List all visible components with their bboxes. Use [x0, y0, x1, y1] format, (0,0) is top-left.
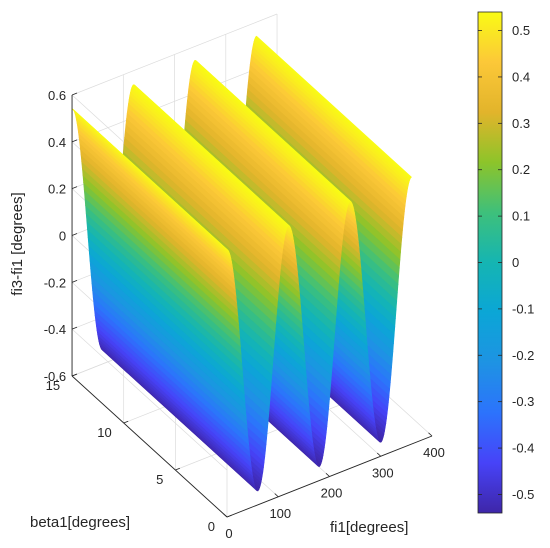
z-tick-label: 0 [59, 229, 66, 244]
z-tick-label: -0.2 [44, 275, 66, 290]
y-axis-tick [226, 514, 232, 518]
x-tick-label: 300 [372, 465, 394, 480]
back-wall-grid-line [71, 13, 278, 96]
x-axis-tick [376, 452, 382, 457]
z-axis-tick [71, 186, 78, 190]
z-axis-tick [71, 373, 78, 377]
colorbar: -0.5 -0.4 -0.3 -0.2 -0.1 0 0.1 0.2 0.3 0.4 0.5 [477, 11, 534, 514]
colorbar-tick-label: -0.3 [512, 394, 534, 409]
colorbar-tick-label: -0.1 [512, 301, 534, 316]
colorbar-tick-label: -0.4 [512, 441, 534, 456]
surface-plot [71, 35, 412, 492]
colorbar-tick-label: 0.5 [512, 23, 530, 38]
y-tick-label: 0 [208, 519, 215, 534]
colorbar-tick-label: 0 [512, 255, 519, 270]
z-tick-label: 0.6 [48, 88, 66, 103]
colorbar-tick-label: 0.2 [512, 162, 530, 177]
surface-patch [71, 108, 229, 251]
y-axis-label: beta1[degrees] [30, 514, 130, 531]
z-axis-label: fi3-fi1 [degrees] [9, 192, 26, 295]
colorbar-tick-label: 0.3 [512, 116, 530, 131]
z-axis-tick [71, 326, 78, 330]
x-tick-label: 0 [225, 526, 232, 541]
y-tick-label: 15 [46, 378, 60, 393]
z-tick-label: 0.4 [48, 135, 66, 150]
colorbar-tick-label: -0.5 [512, 487, 534, 502]
x-axis-tick [325, 473, 330, 477]
back-wall-grid-line [71, 60, 278, 143]
z-tick-label: -0.6 [44, 369, 66, 384]
left-wall-grid-line [71, 328, 228, 471]
y-axis-line [71, 375, 228, 518]
y-axis-tick [123, 420, 129, 424]
x-axis-label: fi1[degrees] [330, 519, 408, 536]
x-tick-label: 400 [423, 445, 445, 460]
colorbar-tick-label: 0.1 [512, 209, 530, 224]
axes: 0 100 200 300 400 0 5 10 15-0.6 -0.4 -0.2 0 0.2 0.4 0.… [44, 88, 445, 541]
y-tick-label: 10 [97, 425, 111, 440]
colorbar-tick-label: 0.4 [512, 69, 530, 84]
x-axis-tick [223, 513, 228, 518]
z-tick-label: -0.4 [44, 322, 66, 337]
x-axis-tick [428, 432, 433, 437]
z-axis-tick [71, 233, 78, 236]
x-tick-label: 100 [269, 506, 291, 521]
y-tick-label: 5 [156, 472, 163, 487]
y-axis-tick [175, 467, 180, 471]
z-tick-label: 0.2 [48, 182, 66, 197]
z-axis-tick [71, 279, 78, 283]
z-axis-tick [71, 92, 78, 96]
colorbar-tick-label: -0.2 [512, 348, 534, 363]
x-tick-label: 200 [321, 486, 343, 501]
x-axis-tick [274, 493, 279, 498]
z-axis-tick [71, 139, 78, 143]
colorbar-ticks: -0.5 -0.4 -0.3 -0.2 -0.1 0 0.1 0.2 0.3 0.4 0.5 [478, 23, 534, 502]
